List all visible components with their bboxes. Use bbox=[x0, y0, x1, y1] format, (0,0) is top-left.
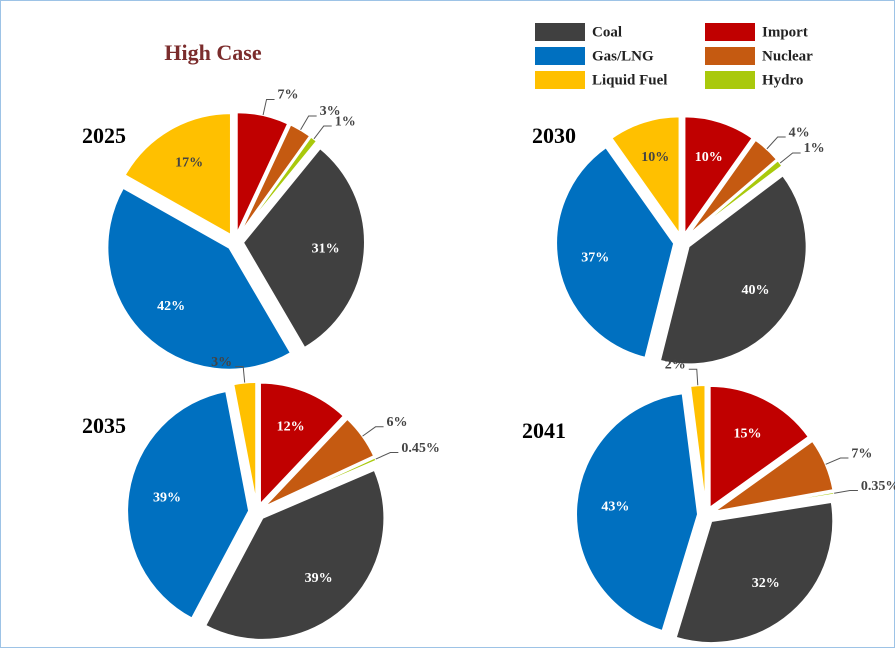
pie-slice bbox=[262, 417, 376, 509]
data-label: 7% bbox=[851, 446, 872, 461]
leader-line bbox=[834, 490, 858, 494]
data-label: 42% bbox=[157, 299, 185, 314]
data-label: 39% bbox=[305, 571, 333, 586]
data-label: 40% bbox=[742, 283, 770, 298]
leader-line bbox=[313, 125, 332, 140]
pie-slice bbox=[126, 389, 251, 620]
pie-slice bbox=[712, 439, 835, 513]
legend-label: Coal bbox=[592, 24, 622, 40]
data-label: 31% bbox=[312, 241, 340, 256]
data-label: 37% bbox=[581, 250, 609, 265]
pie-slice bbox=[258, 381, 346, 508]
data-label: 0.45% bbox=[401, 441, 440, 456]
legend-swatch bbox=[705, 23, 755, 41]
pie-slice bbox=[688, 384, 707, 508]
data-label: 1% bbox=[804, 141, 825, 156]
pie-title: 2030 bbox=[532, 123, 576, 148]
data-label: 12% bbox=[277, 420, 305, 435]
data-label: 32% bbox=[752, 576, 780, 591]
legend-label: Nuclear bbox=[762, 48, 813, 64]
legend-label: Hydro bbox=[762, 72, 803, 88]
leader-line bbox=[688, 368, 699, 386]
pie-title: 2035 bbox=[82, 413, 126, 438]
pie-slice bbox=[674, 500, 835, 645]
legend-label: Import bbox=[762, 24, 808, 40]
data-label: 1% bbox=[335, 114, 356, 129]
chart-title: High Case bbox=[164, 40, 261, 65]
legend-label: Liquid Fuel bbox=[592, 72, 667, 88]
pie-slice bbox=[686, 138, 779, 237]
legend-swatch bbox=[705, 47, 755, 65]
leader-line bbox=[779, 152, 801, 164]
data-label: 10% bbox=[695, 150, 723, 165]
legend-swatch bbox=[535, 71, 585, 89]
leader-line bbox=[375, 452, 399, 460]
pie-slice bbox=[610, 115, 681, 238]
pie-slice bbox=[575, 392, 700, 633]
data-label: 17% bbox=[175, 156, 203, 171]
data-label: 0.35% bbox=[861, 479, 895, 494]
legend-swatch bbox=[705, 71, 755, 89]
data-label: 3% bbox=[211, 355, 232, 370]
pie-slice bbox=[123, 112, 232, 237]
legend-swatch bbox=[535, 47, 585, 65]
data-label: 10% bbox=[641, 150, 669, 165]
pie-slice bbox=[203, 468, 386, 641]
pie-title: 2041 bbox=[522, 418, 566, 443]
data-label: 43% bbox=[601, 500, 629, 515]
leader-line bbox=[825, 457, 849, 465]
data-label: 39% bbox=[153, 491, 181, 506]
data-label: 4% bbox=[789, 125, 810, 140]
data-label: 6% bbox=[387, 415, 408, 430]
pie-slice bbox=[263, 456, 378, 510]
leader-line bbox=[766, 136, 786, 150]
pie-slice bbox=[708, 384, 811, 510]
leader-line bbox=[300, 115, 317, 131]
leader-line bbox=[362, 426, 384, 437]
pie-title: 2025 bbox=[82, 123, 126, 148]
pie-slice bbox=[238, 123, 312, 236]
leader-line bbox=[235, 366, 246, 383]
data-label: 2% bbox=[665, 358, 686, 373]
pie-slice bbox=[232, 381, 258, 505]
data-label: 7% bbox=[278, 88, 299, 103]
leader-line bbox=[262, 98, 275, 116]
pie-slice bbox=[235, 111, 290, 235]
legend-swatch bbox=[535, 23, 585, 41]
data-label: 3% bbox=[320, 104, 341, 119]
pie-slice bbox=[687, 158, 784, 238]
data-label: 15% bbox=[734, 426, 762, 441]
legend-label: Gas/LNG bbox=[592, 48, 654, 64]
pie-slice bbox=[106, 186, 293, 371]
pie-slice bbox=[241, 146, 366, 350]
pie-slice bbox=[658, 173, 808, 366]
pie-slice bbox=[555, 145, 676, 360]
pie-slice bbox=[683, 115, 754, 238]
